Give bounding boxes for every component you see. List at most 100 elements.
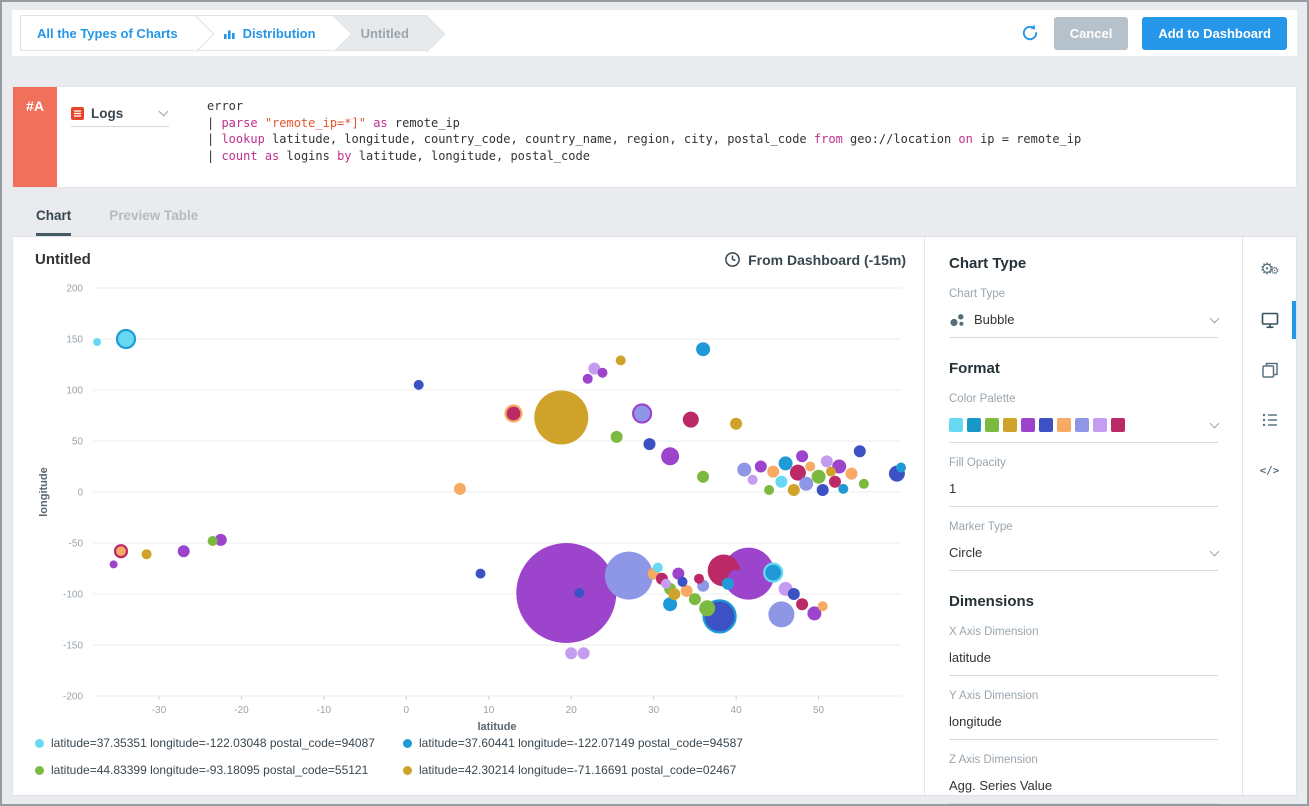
- palette-swatch: [1075, 417, 1089, 432]
- svg-text:30: 30: [648, 705, 660, 716]
- duplicate-button[interactable]: [1243, 345, 1296, 395]
- header-actions: Cancel Add to Dashboard: [1020, 16, 1287, 50]
- tab-chart[interactable]: Chart: [36, 208, 72, 236]
- svg-text:longitude: longitude: [38, 467, 50, 517]
- svg-text:20: 20: [566, 705, 578, 716]
- legend-marker: [403, 765, 412, 775]
- refresh-icon[interactable]: [1020, 23, 1040, 43]
- format-heading: Format: [949, 360, 1000, 377]
- svg-text:40: 40: [731, 705, 743, 716]
- breadcrumb-label: Distribution: [242, 25, 316, 41]
- palette-swatch: [1111, 417, 1125, 432]
- legend-item[interactable]: latitude=37.60441 longitude=-122.07149 p…: [403, 736, 916, 750]
- palette-swatch: [1057, 417, 1071, 432]
- color-palette-select[interactable]: Color Palette: [949, 393, 1220, 443]
- legend-marker: [35, 738, 44, 748]
- chevron-down-icon: [1209, 418, 1220, 428]
- source-type-label: Logs: [91, 105, 124, 121]
- chevron-down-icon: [1209, 546, 1220, 556]
- source-type-select[interactable]: Logs: [71, 100, 169, 127]
- cancel-button[interactable]: Cancel: [1053, 16, 1129, 50]
- chevron-down-icon: [158, 106, 169, 117]
- chart-pane-header: Untitled From Dashboard (-15m): [35, 251, 916, 268]
- legend-marker: [35, 765, 44, 775]
- chart-title: Untitled: [35, 251, 91, 268]
- z-axis-dimension-field[interactable]: Z Axis Dimension Agg. Series Value: [949, 754, 1218, 804]
- legend-marker: [403, 738, 412, 748]
- series-list-button[interactable]: [1243, 395, 1296, 445]
- svg-text:150: 150: [66, 335, 83, 346]
- svg-text:-30: -30: [152, 705, 167, 716]
- svg-text:-200: -200: [63, 692, 83, 703]
- x-axis-dimension-field[interactable]: X Axis Dimension latitude: [949, 626, 1218, 676]
- breadcrumb-label: All the Types of Charts: [37, 25, 178, 41]
- chart-type-select[interactable]: Chart Type Bubble: [949, 288, 1220, 338]
- query-panel: #A Logs error | parse "remote_ip=*]" as r…: [12, 86, 1297, 188]
- add-to-dashboard-button[interactable]: Add to Dashboard: [1142, 16, 1287, 50]
- y-axis-dimension-field[interactable]: Y Axis Dimension longitude: [949, 690, 1218, 740]
- monitor-icon: [1260, 310, 1280, 330]
- active-tool-indicator: [1292, 301, 1296, 339]
- svg-text:-20: -20: [234, 705, 249, 716]
- fill-opacity-input[interactable]: 1: [949, 481, 957, 496]
- legend-item[interactable]: latitude=44.83399 longitude=-93.18095 po…: [35, 763, 403, 777]
- palette-swatch: [949, 417, 963, 432]
- breadcrumb-item-panel[interactable]: Distribution: [195, 15, 334, 51]
- spacer: [12, 56, 1297, 86]
- palette-swatch: [1093, 417, 1107, 432]
- breadcrumb: All the Types of Charts Distribution Unt…: [20, 15, 427, 51]
- palette-swatch: [967, 417, 981, 432]
- chart-type-label: Chart Type: [949, 288, 1006, 300]
- svg-text:-150: -150: [63, 641, 83, 652]
- header: All the Types of Charts Distribution Unt…: [12, 10, 1297, 56]
- y-axis-dimension-input[interactable]: longitude: [949, 714, 1002, 729]
- marker-type-select[interactable]: Marker Type Circle: [949, 521, 1220, 571]
- chart-legend: latitude=37.35351 longitude=-122.03048 p…: [35, 736, 916, 777]
- display-settings-button[interactable]: [1243, 295, 1296, 345]
- svg-text:-10: -10: [317, 705, 332, 716]
- palette-swatch: [1003, 417, 1017, 432]
- bubble-chart-icon: [949, 312, 965, 328]
- legend-item[interactable]: latitude=37.35351 longitude=-122.03048 p…: [35, 736, 403, 750]
- code-icon: </>: [1259, 463, 1280, 477]
- color-palette-label: Color Palette: [949, 393, 1016, 405]
- gears-icon: ⚙⚙: [1259, 261, 1280, 278]
- legend-item[interactable]: latitude=42.30214 longitude=-71.16691 po…: [403, 763, 916, 777]
- chart-type-heading: Chart Type: [949, 255, 1027, 272]
- query-input[interactable]: error | parse "remote_ip=*]" as remote_ip…: [207, 99, 1082, 163]
- query-row-badge[interactable]: #A: [13, 87, 57, 187]
- palette-swatch: [1039, 417, 1053, 432]
- chart-pane: Untitled From Dashboard (-15m) 200 150 100…: [13, 237, 924, 795]
- color-palette-swatches: [949, 417, 1125, 432]
- clock-icon: [724, 251, 741, 268]
- x-axis-dimension-label: X Axis Dimension: [949, 626, 1039, 638]
- chart-settings-button[interactable]: ⚙⚙: [1243, 245, 1296, 295]
- breadcrumb-item-dashboard[interactable]: All the Types of Charts: [20, 15, 196, 51]
- tab-preview-table[interactable]: Preview Table: [109, 208, 199, 223]
- copy-icon: [1260, 360, 1280, 380]
- logs-icon: [71, 106, 84, 120]
- z-axis-dimension-label: Z Axis Dimension: [949, 754, 1038, 766]
- fill-opacity-label: Fill Opacity: [949, 457, 1006, 469]
- svg-text:-50: -50: [69, 539, 84, 550]
- edit-json-button[interactable]: </>: [1243, 445, 1296, 495]
- dimensions-heading: Dimensions: [949, 593, 1035, 610]
- svg-text:50: 50: [72, 437, 84, 448]
- chart-type-value: Bubble: [974, 312, 1015, 327]
- marker-type-value: Circle: [949, 545, 983, 560]
- fill-opacity-field[interactable]: Fill Opacity 1: [949, 457, 1218, 507]
- svg-text:10: 10: [483, 705, 495, 716]
- svg-text:-100: -100: [63, 590, 83, 601]
- chevron-down-icon: [1209, 313, 1220, 323]
- y-axis-dimension-label: Y Axis Dimension: [949, 690, 1039, 702]
- breadcrumb-label: Untitled: [360, 25, 409, 41]
- side-toolbar: ⚙⚙ </>: [1242, 237, 1296, 795]
- x-axis-dimension-input[interactable]: latitude: [949, 650, 991, 665]
- marker-type-label: Marker Type: [949, 521, 1013, 533]
- time-range-label[interactable]: From Dashboard (-15m): [724, 251, 906, 268]
- tab-bar: Chart Preview Table: [12, 188, 1297, 236]
- svg-text:50: 50: [813, 705, 825, 716]
- z-axis-dimension-input[interactable]: Agg. Series Value: [949, 778, 1053, 793]
